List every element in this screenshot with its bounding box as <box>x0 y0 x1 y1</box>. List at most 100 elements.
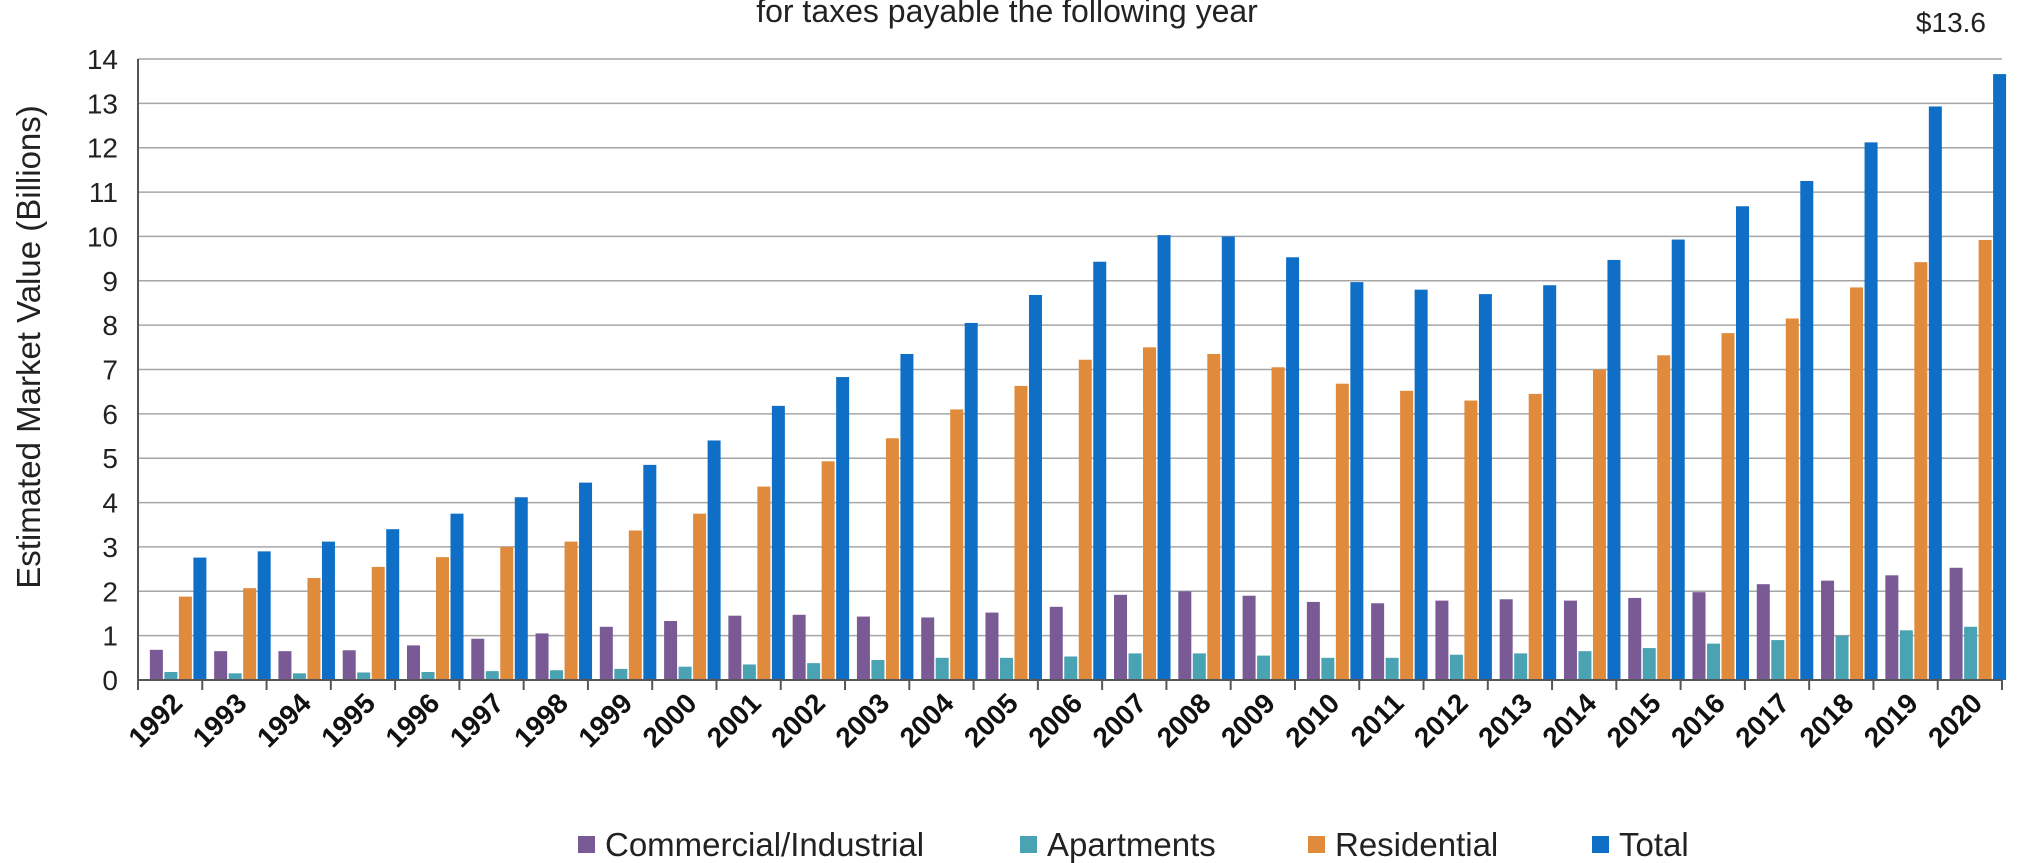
bar-residential-2002 <box>821 461 835 680</box>
x-tick-label: 1998 <box>508 687 574 753</box>
bar-apartments-2018 <box>1835 635 1849 680</box>
bar-commercial-industrial-2010 <box>1306 601 1320 680</box>
bar-apartments-1993 <box>228 673 242 680</box>
bar-total-2020 <box>1993 74 2007 681</box>
x-tick-label: 1999 <box>572 687 638 753</box>
bar-residential-1995 <box>371 566 385 680</box>
bar-commercial-industrial-2020 <box>1949 567 1963 680</box>
x-tick-label: 2005 <box>958 687 1024 753</box>
bar-apartments-2020 <box>1964 626 1978 680</box>
bar-commercial-industrial-1994 <box>278 651 292 680</box>
x-tick-label: 2001 <box>701 687 767 753</box>
bar-total-2003 <box>900 353 914 680</box>
bar-total-2013 <box>1543 285 1557 680</box>
bar-total-2019 <box>1928 106 1942 680</box>
bar-apartments-2004 <box>935 657 949 680</box>
y-tick-label: 11 <box>89 177 118 208</box>
bar-residential-2001 <box>757 486 771 680</box>
bar-apartments-2009 <box>1257 655 1271 680</box>
bar-total-2009 <box>1286 257 1300 680</box>
x-tick-label: 2017 <box>1729 687 1795 753</box>
x-tick-label: 1992 <box>122 687 188 753</box>
bar-total-2001 <box>771 405 785 680</box>
x-tick-label: 2016 <box>1665 687 1731 753</box>
bar-residential-2015 <box>1657 355 1671 680</box>
bar-total-2005 <box>1028 294 1042 680</box>
bar-commercial-industrial-1995 <box>342 650 356 680</box>
bar-total-1999 <box>643 464 657 680</box>
bar-commercial-industrial-1997 <box>471 638 485 680</box>
y-tick-label: 2 <box>102 576 118 607</box>
bar-residential-2006 <box>1078 359 1092 680</box>
x-tick-label: 2012 <box>1408 687 1474 753</box>
bar-commercial-industrial-1993 <box>214 651 228 680</box>
legend: Commercial/Industrial Apartments Residenti… <box>578 826 1689 863</box>
bar-residential-2018 <box>1850 287 1864 680</box>
bar-total-2010 <box>1350 282 1364 680</box>
bar-apartments-2003 <box>871 660 885 680</box>
x-tick-label: 2013 <box>1472 687 1538 753</box>
x-tick-label: 1997 <box>444 687 510 753</box>
y-tick-label: 9 <box>102 266 118 297</box>
bar-total-2011 <box>1414 289 1428 680</box>
bar-commercial-industrial-2019 <box>1885 575 1899 680</box>
x-tick-label: 2019 <box>1858 687 1924 753</box>
y-tick-label: 7 <box>102 355 118 386</box>
x-tick-label: 2008 <box>1151 687 1217 753</box>
bar-residential-2009 <box>1271 367 1285 680</box>
x-tick-label: 1996 <box>380 687 446 753</box>
legend-swatch <box>1020 836 1037 853</box>
y-tick-label: 8 <box>102 310 118 341</box>
bar-apartments-2013 <box>1514 653 1528 680</box>
bar-total-1996 <box>450 513 464 680</box>
x-tick-label: 2014 <box>1536 687 1602 753</box>
bar-apartments-1994 <box>292 673 306 680</box>
x-tick-label: 2009 <box>1215 687 1281 753</box>
y-tick-label: 10 <box>87 221 118 252</box>
y-tick-label: 0 <box>102 665 118 696</box>
bar-commercial-industrial-2005 <box>985 612 999 680</box>
x-tick-label: 1995 <box>315 687 381 753</box>
bar-commercial-industrial-2004 <box>921 617 935 680</box>
x-tick-label: 2015 <box>1601 687 1667 753</box>
bar-commercial-industrial-2014 <box>1563 600 1577 680</box>
bar-apartments-2000 <box>678 666 692 680</box>
gridlines <box>138 58 2002 637</box>
bar-apartments-1997 <box>485 671 499 680</box>
bar-residential-2014 <box>1592 369 1606 680</box>
bar-commercial-industrial-2011 <box>1371 603 1385 680</box>
bar-apartments-2016 <box>1707 643 1721 680</box>
bar-residential-1993 <box>243 588 257 680</box>
chart-title: for taxes payable the following year <box>756 0 1258 29</box>
bar-commercial-industrial-2007 <box>1114 594 1128 680</box>
x-tick-label: 2020 <box>1922 687 1988 753</box>
bar-residential-2003 <box>885 438 899 680</box>
legend-label: Total <box>1619 826 1689 863</box>
legend-swatch <box>1308 836 1325 853</box>
y-tick-label: 5 <box>102 443 118 474</box>
bar-commercial-industrial-1992 <box>149 649 163 680</box>
bar-commercial-industrial-2001 <box>728 615 742 680</box>
bar-commercial-industrial-2009 <box>1242 595 1256 680</box>
bar-apartments-2005 <box>999 657 1013 680</box>
bar-residential-1994 <box>307 577 321 680</box>
x-tick-label: 2000 <box>637 687 703 753</box>
y-tick-label: 13 <box>87 88 118 119</box>
bar-commercial-industrial-2003 <box>856 616 870 680</box>
bar-residential-2008 <box>1207 353 1221 680</box>
bar-total-2004 <box>964 322 978 680</box>
bar-apartments-1996 <box>421 672 435 680</box>
bar-commercial-industrial-2018 <box>1821 580 1835 680</box>
bar-apartments-2015 <box>1642 648 1656 680</box>
bar-total-1992 <box>193 557 207 680</box>
bar-residential-2005 <box>1014 385 1028 680</box>
bar-commercial-industrial-2002 <box>792 614 806 680</box>
legend-swatch <box>1592 836 1609 853</box>
bar-apartments-1998 <box>550 670 564 680</box>
x-tick-label: 2010 <box>1279 687 1345 753</box>
bar-residential-1992 <box>178 596 192 680</box>
bar-total-2006 <box>1093 261 1107 680</box>
bar-total-2012 <box>1478 294 1492 680</box>
y-tick-label: 4 <box>102 488 118 519</box>
